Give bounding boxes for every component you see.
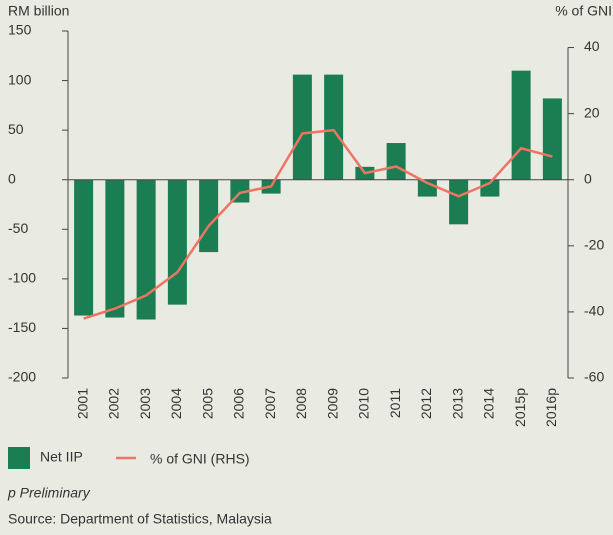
bar xyxy=(511,70,531,180)
x-tick-label: 2008 xyxy=(293,388,309,419)
bar xyxy=(74,179,94,316)
bar xyxy=(292,74,312,180)
y-tick-label: -50 xyxy=(8,220,28,236)
x-tick-label: 2010 xyxy=(356,388,372,419)
y-tick-label: -200 xyxy=(8,369,36,385)
y2-axis-label: % of GNI xyxy=(555,3,612,19)
y2-tick-label: 20 xyxy=(584,104,600,120)
x-tick-label: 2014 xyxy=(481,388,497,419)
y-tick-label: -100 xyxy=(8,270,36,286)
bar xyxy=(167,179,187,305)
bar xyxy=(136,179,156,320)
x-tick-label: 2013 xyxy=(449,388,465,419)
legend-label: % of GNI (RHS) xyxy=(150,451,250,467)
x-tick-label: 2012 xyxy=(418,388,434,419)
y-tick-label: 150 xyxy=(8,22,32,38)
x-tick-label: 2015p xyxy=(512,388,528,427)
bar xyxy=(449,179,469,225)
legend-label: Net IIP xyxy=(40,449,83,465)
y2-tick-label: 40 xyxy=(584,38,600,54)
y-tick-label: 100 xyxy=(8,71,32,87)
x-tick-label: 2001 xyxy=(74,388,90,419)
bar xyxy=(199,179,219,253)
x-tick-label: 2006 xyxy=(231,388,247,419)
bar xyxy=(324,74,344,180)
y2-tick-label: -40 xyxy=(584,303,604,319)
y2-tick-label: 0 xyxy=(584,170,592,186)
x-tick-label: 2005 xyxy=(199,388,215,419)
legend-swatch xyxy=(8,447,30,469)
x-tick-label: 2016p xyxy=(543,388,559,427)
x-tick-label: 2002 xyxy=(106,388,122,419)
y-tick-label: 50 xyxy=(8,121,24,137)
x-tick-label: 2004 xyxy=(168,388,184,419)
y-tick-label: 0 xyxy=(8,170,16,186)
x-tick-label: 2007 xyxy=(262,388,278,419)
y-tick-label: -150 xyxy=(8,319,36,335)
x-tick-label: 2003 xyxy=(137,388,153,419)
y-axis-label: RM billion xyxy=(8,3,69,19)
x-tick-label: 2009 xyxy=(324,388,340,419)
bar xyxy=(542,98,562,180)
x-tick-label: 2011 xyxy=(387,388,403,418)
bar xyxy=(105,179,125,318)
source: Source: Department of Statistics, Malays… xyxy=(8,511,272,527)
line xyxy=(83,128,553,320)
bar xyxy=(386,143,406,180)
y2-tick-label: -20 xyxy=(584,237,604,253)
note: p Preliminary xyxy=(7,485,91,501)
y2-tick-label: -60 xyxy=(584,369,604,385)
